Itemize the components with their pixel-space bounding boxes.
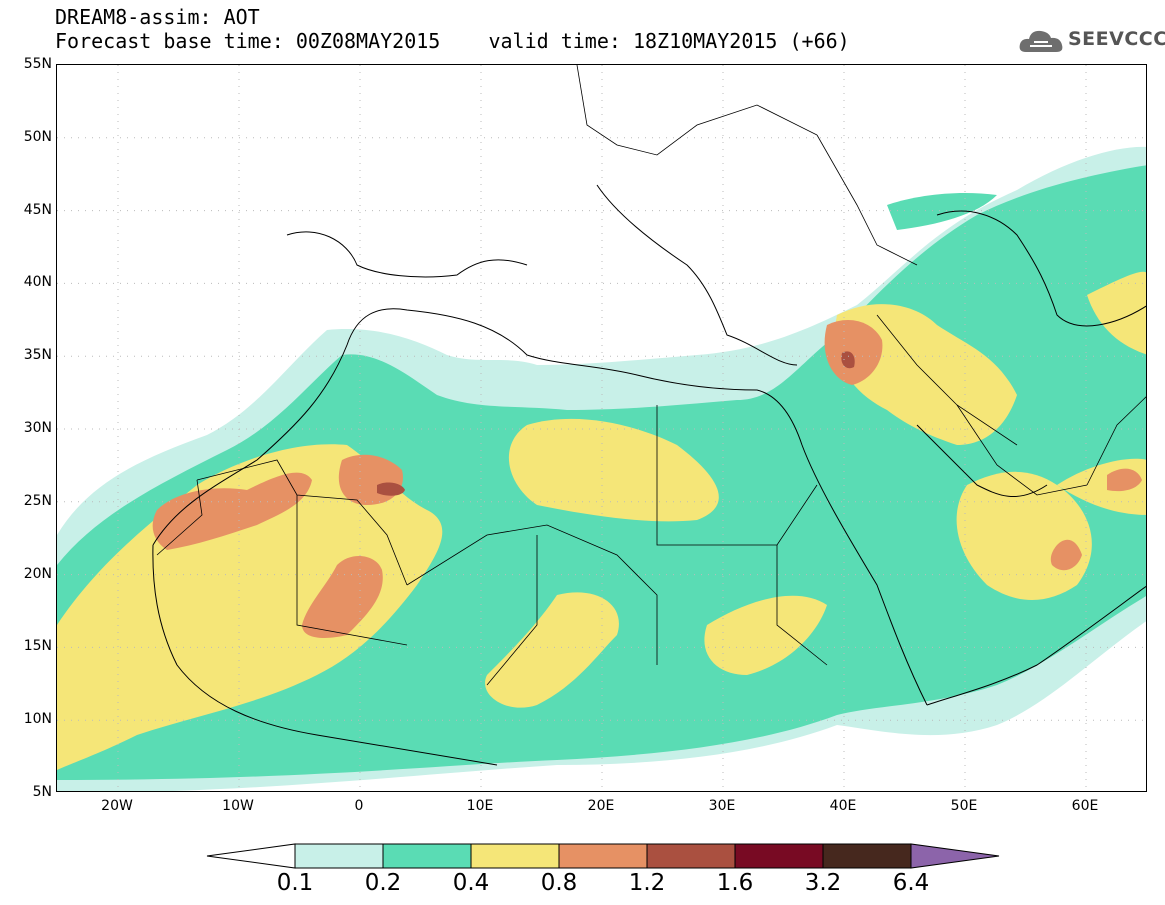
lat-label: 40N [23,274,52,291]
colorbar-cell [734,843,824,869]
colorbar-cell [382,843,472,869]
colorbar-label: 6.4 [892,870,930,896]
lon-label: 0 [354,798,364,814]
colorbar-label: 1.2 [628,870,666,896]
colorbar-label: 0.8 [540,870,578,896]
forecast-times: Forecast base time: 00Z08MAY2015 valid t… [55,29,850,53]
colorbar-under-triangle [206,843,296,869]
borders [156,65,1146,686]
colorbar-label: 1.6 [716,870,754,896]
lon-label: 40E [829,798,857,814]
colorbar-label: 0.1 [276,870,314,896]
colorbar-label: 3.2 [804,870,842,896]
colorbar-label: 0.2 [364,870,402,896]
cloud-icon [1019,30,1063,52]
colorbar-cell [822,843,912,869]
coastlines [152,184,1146,766]
colorbar-label: 0.4 [452,870,490,896]
lat-label: 30N [23,420,52,436]
colorbar [206,843,1000,869]
lat-label: 25N [23,492,52,509]
colorbar-cell [558,843,648,869]
colorbar-over-triangle [910,843,1000,869]
colorbar-cell [294,843,384,869]
lon-label: 20W [101,798,133,814]
lon-label: 60E [1071,798,1099,814]
graticule [57,65,1146,791]
aot-level-1.2 [377,351,855,496]
seevccc-logo: SEEVCCC [1018,26,1165,56]
lon-label: 20E [587,798,615,814]
lat-label: 15N [23,638,52,655]
lat-label: 55N [23,56,52,72]
logo-text: SEEVCCC [1068,28,1165,50]
lon-label: 50E [950,798,978,814]
map-panel [56,64,1147,792]
lat-label: 5N [32,784,52,800]
lat-label: 20N [23,565,52,582]
lat-label: 50N [23,128,52,145]
colorbar-cell [470,843,560,869]
lat-label: 45N [23,201,52,218]
lon-label: 30E [708,798,736,814]
lon-label: 10E [466,798,494,814]
aot-map [57,65,1146,791]
map-title: DREAM8-assim: AOT [55,5,260,29]
lat-label: 10N [23,711,52,728]
lon-label: 10W [222,798,254,814]
lat-label: 35N [23,347,52,364]
colorbar-cell [646,843,736,869]
